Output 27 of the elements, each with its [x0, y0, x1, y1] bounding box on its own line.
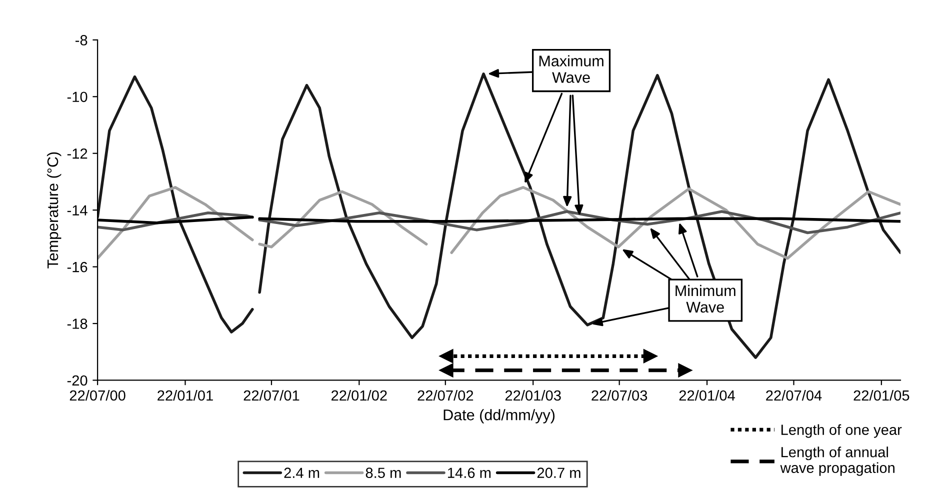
x-tick-label: 22/07/01 [244, 390, 300, 401]
legend-label: 8.5 m [366, 468, 401, 478]
y-tick-label: -16 [67, 262, 88, 272]
x-tick-label: 22/01/03 [505, 390, 561, 401]
y-tick-label: -8 [76, 35, 88, 46]
y-axis-title: Temperature (°C) [46, 152, 62, 268]
x-tick-label: 22/07/02 [418, 390, 474, 401]
y-tick-label: -14 [67, 205, 88, 216]
legend-label: 20.7 m [537, 468, 580, 478]
x-axis-title: Date (dd/mm/yy) [444, 409, 555, 424]
x-tick-label: 22/01/05 [854, 390, 910, 401]
x-tick-label: 22/07/04 [766, 390, 822, 401]
x-tick-label: 22/07/00 [70, 390, 126, 401]
legend-label: Length of annual wave propagation [780, 446, 894, 476]
legend-label: 14.6 m [448, 468, 491, 478]
y-tick-label: -10 [67, 92, 88, 102]
y-tick-label: -20 [67, 375, 88, 386]
x-tick-label: 22/01/02 [332, 390, 387, 401]
annotation: Minimum Wave [676, 284, 736, 313]
legend-label: 2.4 m [284, 468, 320, 478]
legend-label: Length of one year [781, 424, 902, 438]
x-tick-label: 22/01/01 [158, 390, 213, 401]
annotation: Maximum Wave [539, 55, 604, 83]
y-tick-label: -18 [67, 318, 88, 329]
x-tick-label: 22/07/03 [592, 390, 648, 401]
y-tick-label: -12 [67, 148, 88, 159]
x-tick-label: 22/01/04 [679, 390, 735, 401]
